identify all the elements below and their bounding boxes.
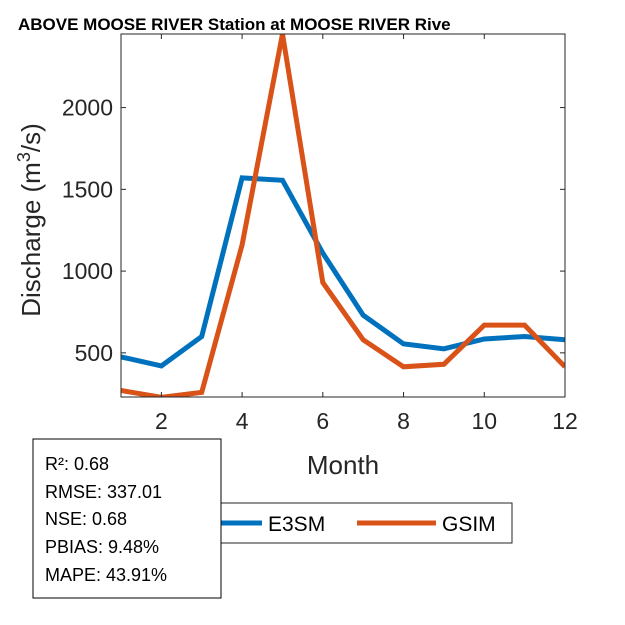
x-tick-label: 10: [471, 408, 497, 434]
x-tick-label: 2: [155, 408, 168, 434]
stats-box-frame: [32, 438, 222, 599]
x-tick-label: 8: [397, 408, 410, 434]
y-axis-label-superscript: 3: [14, 152, 34, 162]
series-line-gsim: [121, 34, 565, 397]
y-axis-label-end: /s): [16, 123, 46, 152]
y-axis-label-main: Discharge (m: [16, 162, 46, 317]
legend-label-e3sm: E3SM: [268, 513, 325, 536]
stat-nse: NSE: 0.68: [45, 509, 127, 529]
x-tick-label: 6: [316, 408, 329, 434]
series-line-e3sm: [121, 175, 565, 369]
y-tick-label: 1500: [62, 176, 113, 202]
stats-box: R²: 0.68 RMSE: 337.01 NSE: 0.68 PBIAS: 9…: [32, 438, 222, 599]
y-axis-label: Discharge (m3/s): [14, 123, 46, 317]
plot-area: 2 4 6 8 10 12 500 1000 1500 2000: [62, 33, 578, 434]
x-tick-label: 12: [552, 408, 578, 434]
series-layer: [121, 34, 565, 397]
y-tick-label: 1000: [62, 258, 113, 284]
y-tick-label: 2000: [62, 95, 113, 121]
stat-rmse: RMSE: 337.01: [45, 482, 162, 502]
plot-background: [121, 34, 565, 397]
plot-frame: [120, 33, 566, 398]
stat-pbias: PBIAS: 9.48%: [45, 537, 159, 557]
tick-layer: 2 4 6 8 10 12 500 1000 1500 2000: [62, 34, 578, 434]
stat-r2: R²: 0.68: [45, 454, 109, 474]
x-axis-label: Month: [307, 450, 379, 480]
chart-title: ABOVE MOOSE RIVER Station at MOOSE RIVER…: [18, 15, 451, 34]
x-tick-label: 4: [236, 408, 249, 434]
stat-mape: MAPE: 43.91%: [45, 565, 167, 585]
y-tick-label: 500: [75, 340, 113, 366]
legend: E3SM GSIM: [211, 502, 513, 544]
legend-label-gsim: GSIM: [442, 513, 496, 536]
